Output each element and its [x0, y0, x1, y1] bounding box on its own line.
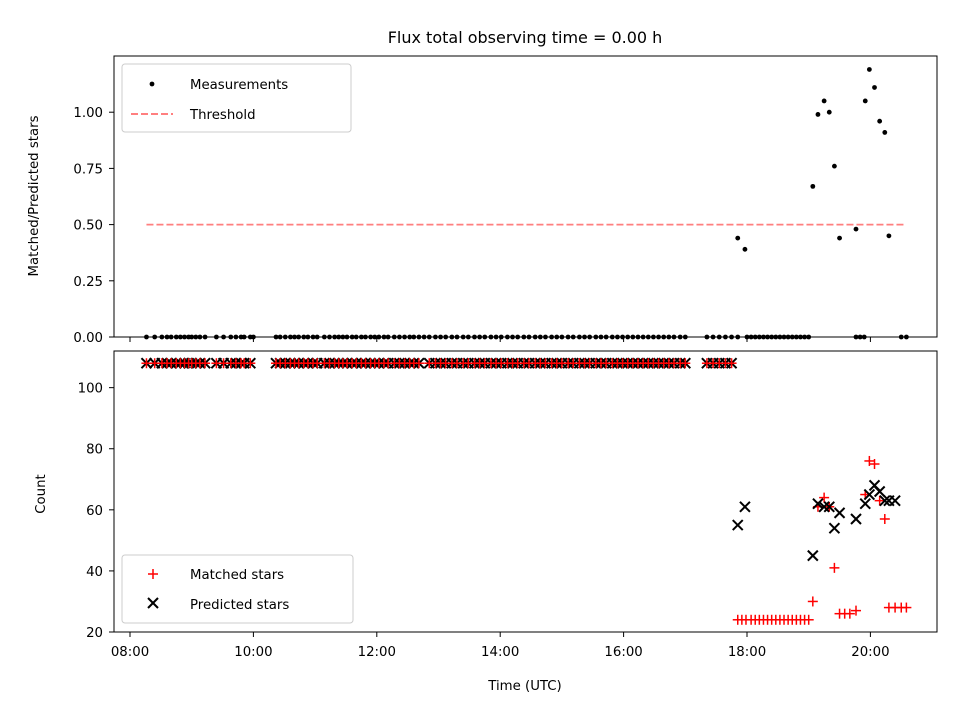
top-y-ticks: 0.00 0.25 0.50 0.75 1.00	[73, 106, 114, 346]
bottom-legend-box	[121, 554, 354, 624]
predicted-star-marker	[873, 485, 886, 498]
measurement-point	[832, 163, 837, 169]
top-y-tick-label: 0.00	[73, 331, 103, 346]
x-tick-label: 16:00	[604, 645, 642, 660]
matched-star-marker	[901, 602, 912, 613]
predicted-stars-legend-marker	[147, 597, 159, 609]
bottom-x-ticks: 08:00 10:00 12:00 14:00 16:00 18:00 20:00	[111, 632, 890, 660]
predicted-star-marker	[859, 498, 871, 510]
measurement-point	[837, 235, 842, 241]
top-y-tick-label: 0.75	[73, 162, 103, 177]
measurement-point	[853, 226, 859, 232]
predicted-star-marker	[823, 501, 835, 513]
measurement-point	[815, 112, 821, 117]
predicted-star-marker	[863, 488, 876, 501]
predicted-stars-legend-label: Predicted stars	[190, 598, 289, 613]
measurement-point	[877, 118, 883, 124]
measurement-point	[742, 246, 748, 252]
top-y-axis-label: Matched/Predicted stars	[27, 115, 42, 276]
top-panel: 0.00 0.25 0.50 0.75 1.00 Matched/Predicted s…	[27, 55, 938, 346]
matched-star-marker	[807, 596, 818, 607]
matched-star-marker	[864, 455, 875, 466]
predicted-star-marker	[739, 501, 751, 513]
measurement-point	[810, 183, 816, 189]
bottom-y-tick-label: 20	[86, 626, 103, 641]
matched-star-marker	[245, 358, 256, 369]
matched-star-marker	[413, 358, 424, 369]
bottom-y-tick-label: 80	[86, 443, 103, 458]
bottom-plot-area	[140, 357, 912, 625]
matched-star-marker	[851, 605, 862, 616]
matched-star-marker	[200, 358, 211, 369]
measurements-legend-label: Measurements	[190, 78, 288, 93]
predicted-star-marker	[889, 494, 901, 507]
x-tick-label: 12:00	[358, 645, 396, 660]
bottom-y-tick-label: 40	[86, 565, 103, 580]
predicted-star-marker	[879, 494, 891, 507]
matched-star-marker	[874, 495, 885, 506]
bottom-y-axis-label: Count	[34, 474, 49, 514]
top-axes-frame	[113, 55, 938, 338]
matched-stars-legend-label: Matched stars	[190, 568, 284, 583]
predicted-star-marker	[812, 498, 824, 510]
matched-star-marker	[869, 459, 880, 470]
matched-star-marker	[879, 513, 890, 524]
bottom-y-ticks: 20 40 60 80 100	[78, 382, 114, 641]
top-y-tick-label: 0.25	[73, 275, 103, 290]
top-legend-box	[121, 63, 352, 133]
measurement-point	[882, 130, 888, 135]
predicted-star-marker	[833, 507, 846, 519]
bottom-y-tick-label: 100	[78, 382, 103, 397]
measurement-point	[866, 67, 872, 72]
measurement-point	[735, 235, 741, 241]
top-y-tick-label: 0.50	[73, 219, 103, 234]
x-tick-label: 14:00	[481, 645, 519, 660]
predicted-star-marker	[732, 519, 744, 531]
bottom-panel: 20 40 60 80 100 08:00 10:00 12:00 14:00 16:00 18:…	[34, 350, 938, 694]
measurement-point	[872, 85, 877, 90]
x-axis-label: Time (UTC)	[487, 679, 562, 694]
predicted-star-marker	[850, 513, 862, 525]
top-x-ticks	[129, 337, 871, 342]
measurement-point	[826, 109, 832, 115]
top-legend: Measurements Threshold	[121, 63, 352, 133]
measurements-legend-marker	[149, 81, 155, 87]
predicted-star-marker	[828, 522, 841, 534]
matched-star-marker	[726, 358, 737, 369]
measurement-point	[862, 98, 868, 104]
bottom-y-tick-label: 60	[86, 504, 103, 519]
threshold-legend-label: Threshold	[189, 108, 256, 123]
x-tick-label: 10:00	[234, 645, 272, 660]
x-tick-label: 20:00	[851, 645, 889, 660]
matched-star-marker	[829, 562, 840, 573]
matched-star-marker	[844, 608, 855, 619]
predicted-star-marker	[818, 501, 830, 513]
chart-title: Flux total observing time = 0.00 h	[388, 28, 663, 47]
predicted-star-marker	[807, 549, 819, 562]
bottom-legend: Matched stars Predicted stars	[121, 554, 354, 624]
matched-star-marker	[680, 358, 691, 369]
measurement-point	[886, 233, 892, 239]
matched-stars-legend-marker	[148, 569, 158, 579]
top-y-tick-label: 1.00	[73, 106, 103, 121]
x-tick-label: 08:00	[111, 645, 149, 660]
x-tick-label: 18:00	[728, 645, 766, 660]
bottom-axes-frame	[113, 350, 938, 633]
matched-star-marker	[803, 614, 814, 625]
matched-star-marker	[819, 492, 830, 503]
measurement-point	[821, 98, 827, 104]
